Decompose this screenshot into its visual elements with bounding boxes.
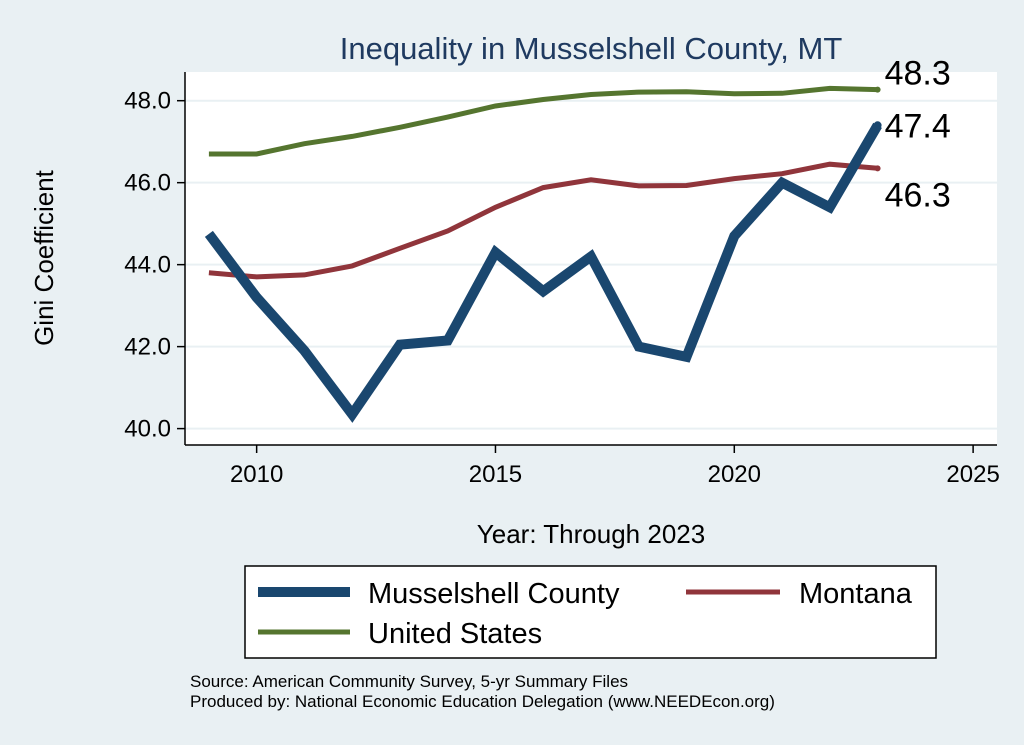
y-tick-label: 46.0 <box>124 170 171 197</box>
end-point-musselshell-county <box>873 121 882 130</box>
y-ticks: 40.0 42.0 44.0 46.0 48.0 <box>124 88 185 443</box>
series-layer <box>204 85 882 423</box>
produced-by-note: Produced by: National Economic Education… <box>190 692 775 711</box>
legend-label-musselshell: Musselshell County <box>368 578 620 610</box>
chart-title: Inequality in Musselshell County, MT <box>340 31 843 66</box>
end-label-montana: 46.3 <box>885 176 951 214</box>
legend-label-united-states: United States <box>368 618 542 650</box>
source-note: Source: American Community Survey, 5-yr … <box>190 672 628 691</box>
legend: Musselshell County Montana United States <box>244 565 937 659</box>
series-line-montana <box>208 161 878 280</box>
y-tick-label: 48.0 <box>124 88 171 115</box>
axes <box>184 72 997 446</box>
x-ticks: 2010 2015 2020 2025 <box>230 445 1000 488</box>
y-axis-label: Gini Coefficient <box>29 169 59 346</box>
x-tick-label: 2025 <box>946 461 999 488</box>
x-axis-label: Year: Through 2023 <box>477 519 705 549</box>
legend-box <box>244 565 937 659</box>
y-tick-label: 44.0 <box>124 252 171 279</box>
x-tick-label: 2010 <box>230 461 283 488</box>
end-point-montana <box>874 165 881 172</box>
legend-label-montana: Montana <box>799 578 913 610</box>
end-point-united-states <box>874 86 881 93</box>
end-label-musselshell-county: 47.4 <box>885 107 951 145</box>
x-tick-label: 2020 <box>708 461 761 488</box>
y-tick-label: 40.0 <box>124 416 171 443</box>
series-line-musselshell-county <box>204 122 882 423</box>
end-label-united-states: 48.3 <box>885 55 951 93</box>
end-labels: 47.4 46.3 48.3 <box>885 55 951 215</box>
y-tick-label: 42.0 <box>124 334 171 361</box>
x-tick-label: 2015 <box>469 461 522 488</box>
series-line-united-states <box>208 85 878 157</box>
